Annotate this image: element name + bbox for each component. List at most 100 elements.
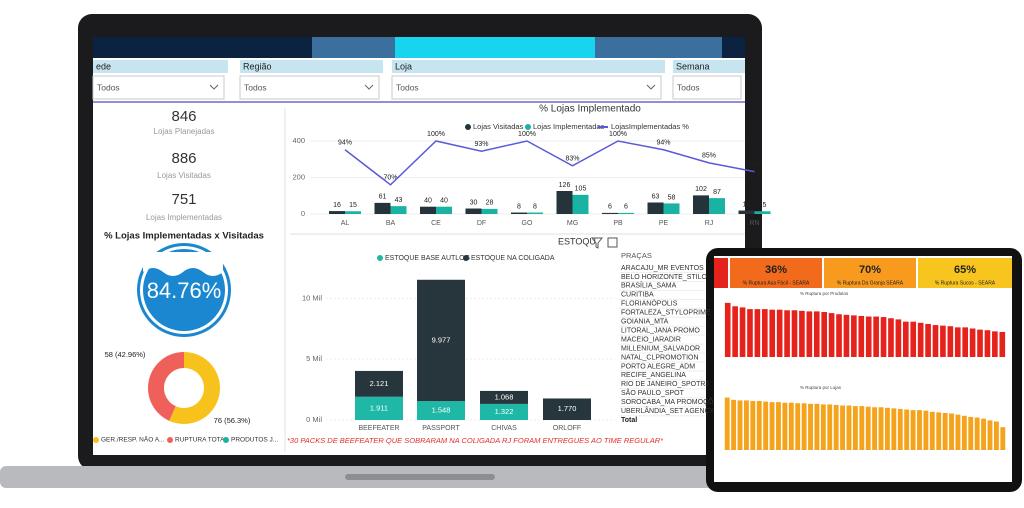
bar-segment [355, 370, 403, 397]
data-label: 16 [333, 202, 341, 209]
kpi-label: Lojas Implementadas [146, 213, 222, 222]
bar [820, 404, 826, 450]
data-label: 100% [609, 131, 627, 138]
legend-swatch [465, 124, 471, 130]
data-label: 85% [702, 153, 716, 160]
praca-item: CURITIBA [621, 292, 654, 299]
x-tick-label: CE [431, 220, 441, 227]
bar [932, 325, 939, 357]
praca-item: GOIANIA_MTA [621, 319, 669, 326]
bar [782, 402, 788, 450]
bar [791, 310, 798, 357]
data-label: 15 [759, 202, 767, 209]
data-label: 76 (56.3%) [214, 416, 251, 425]
data-label: 102 [695, 186, 707, 193]
praca-item: SOROCABA_MA PROMOÇÕ [621, 397, 714, 406]
x-tick-label: RJ [705, 220, 714, 227]
data-label: 30 [470, 199, 478, 206]
praca-item: BRASÍLIA_SAMA [621, 281, 677, 290]
bar [884, 407, 890, 450]
bar [788, 402, 794, 450]
focus-icon[interactable] [607, 237, 618, 248]
bar [739, 307, 746, 357]
bar [836, 314, 842, 357]
bar [511, 212, 527, 214]
data-label: 87 [713, 189, 721, 196]
tablet-kpi [824, 258, 916, 288]
data-label: 6 [608, 204, 612, 211]
bar-segment [355, 396, 403, 420]
bar [840, 405, 846, 450]
filter-icon[interactable] [590, 237, 604, 249]
data-label: 1.322 [495, 407, 514, 416]
data-label: 8 [517, 203, 521, 210]
bar [709, 198, 725, 214]
bar [917, 410, 922, 450]
filter-value: Todos [244, 82, 267, 92]
bar [974, 417, 980, 450]
bar-segment [480, 390, 528, 404]
filter-label-bg [392, 60, 665, 73]
bar [910, 321, 917, 357]
filter-dropdown[interactable] [672, 75, 742, 100]
tablet-kpi-label: % Ruptura Sucos - SEARA [935, 280, 996, 286]
filter-dropdown[interactable] [92, 75, 225, 100]
bar [936, 412, 942, 450]
bar [888, 318, 894, 357]
x-tick-label: PB [613, 220, 623, 227]
filter-dropdown[interactable] [391, 75, 662, 100]
filter-value: Todos [97, 82, 120, 92]
bar [420, 206, 436, 214]
bar [754, 309, 761, 357]
bar [814, 403, 820, 450]
x-tick-label: BEEFEATER [358, 425, 399, 432]
legend-swatch [167, 437, 173, 443]
banner-highlight [395, 37, 595, 58]
bar [942, 412, 948, 450]
data-label: 94% [338, 140, 352, 147]
tablet-kpi-value: 70% [859, 264, 881, 276]
bar [904, 409, 910, 450]
bar [761, 309, 768, 357]
data-label: 1.548 [432, 406, 451, 415]
praca-item: MILLENIUM_SALVADOR [621, 345, 700, 352]
donut-slice [169, 352, 220, 424]
chevron [209, 84, 219, 90]
praca-item: RIO DE JANEIRO_SPOTRJ [621, 381, 709, 388]
chart-title: % Lojas Implementado [539, 104, 641, 115]
bar [374, 202, 391, 214]
bar [833, 404, 839, 450]
bar [954, 327, 961, 357]
bar [977, 329, 983, 357]
tablet-kpi-value: 65% [954, 264, 976, 276]
bar [738, 210, 755, 214]
x-tick-label: CHIVAS [491, 425, 517, 432]
data-label: 1.770 [558, 404, 577, 413]
bar [724, 397, 730, 450]
data-label: 1.068 [495, 392, 514, 401]
bar [969, 328, 976, 357]
bar [955, 414, 961, 450]
filter-dropdown[interactable] [239, 75, 380, 100]
bar [750, 400, 756, 450]
bar-segment [543, 398, 591, 420]
legend-swatch [93, 437, 99, 443]
tablet-kpi-value: 36% [765, 264, 787, 276]
y-tick-label: 5 Mil [306, 354, 322, 363]
filter-label: ede [96, 61, 111, 71]
data-label: 58 [668, 194, 676, 201]
praca-item: UBERLÂNDIA_SET AGENCY [621, 406, 715, 415]
bar [859, 406, 865, 450]
data-label: 43 [395, 197, 403, 204]
y-tick-label: 0 Mil [306, 415, 322, 424]
bar [873, 316, 879, 357]
tablet-kpi [730, 258, 822, 288]
bar [763, 401, 769, 450]
data-label: 94% [656, 140, 670, 147]
chart-title: % Ruptura por Produtos [800, 291, 849, 296]
legend-label: PRODUTOS J... [231, 437, 278, 444]
y-tick-label: 10 Mil [302, 293, 322, 302]
praca-item: RECIFE_ANGELINA [621, 372, 686, 379]
x-tick-label: BA [386, 220, 396, 227]
bar [572, 194, 589, 214]
